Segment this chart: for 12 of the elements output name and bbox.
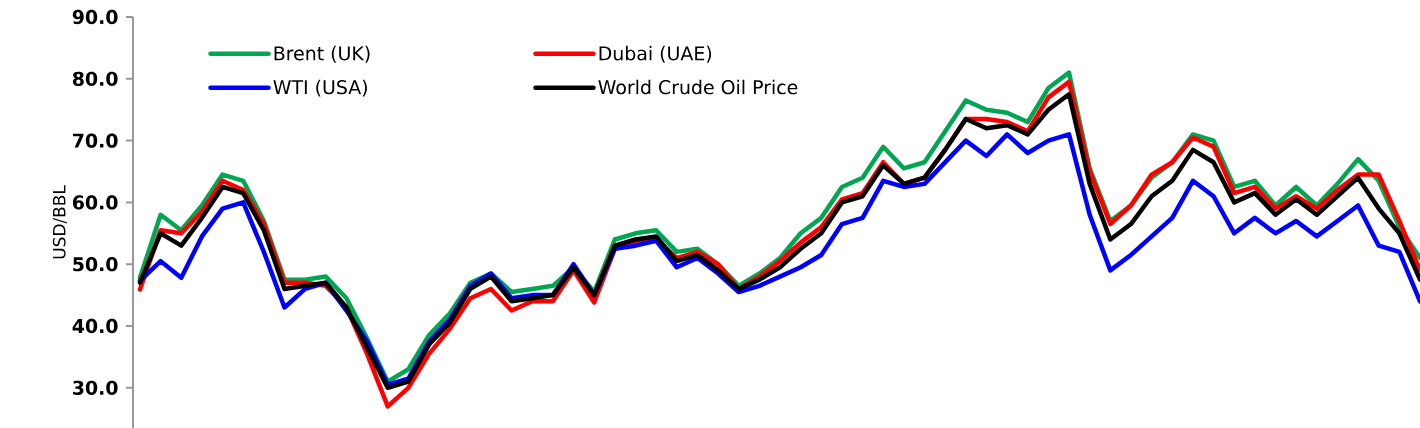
y-tick-label: 40.0: [72, 318, 118, 334]
y-tick-label: 80.0: [72, 71, 118, 86]
legend-label: Dubai (UAE): [599, 45, 712, 63]
y-tick-label: 50.0: [73, 257, 118, 272]
y-tick-label: 70.0: [73, 133, 118, 148]
y-axis-title: USD/BBL: [52, 185, 67, 259]
y-tick-label: 30.0: [73, 380, 118, 395]
legend-label: WTI (USA): [273, 79, 367, 97]
y-tick-label: 90.0: [72, 9, 118, 25]
y-tick-label: 60.0: [72, 195, 118, 210]
legend-label: Brent (UK): [274, 45, 370, 63]
legend-label: World Crude Oil Price: [598, 79, 798, 95]
